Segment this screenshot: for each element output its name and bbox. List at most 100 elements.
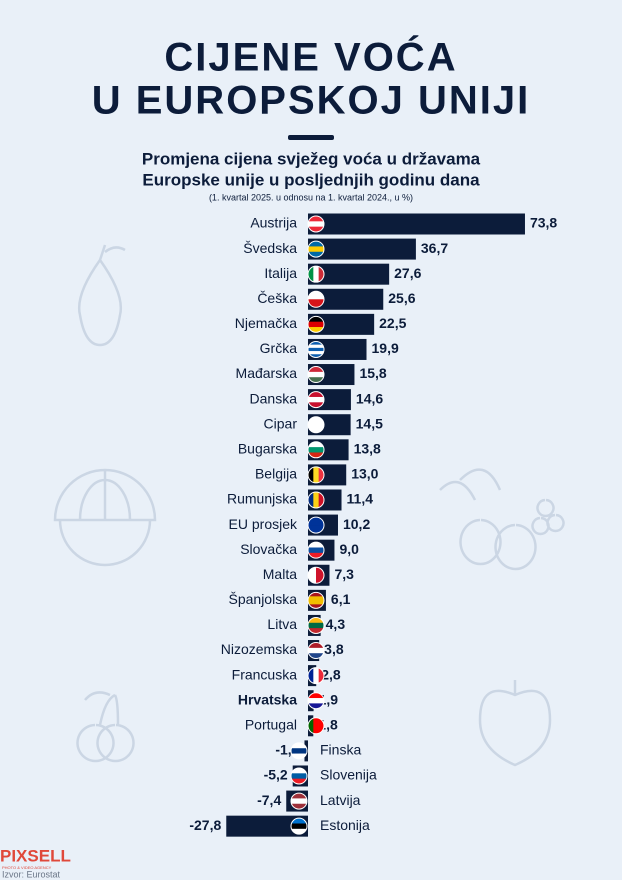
flag — [291, 818, 307, 835]
flag-stripe — [308, 667, 314, 684]
category-label: Estonija — [320, 817, 370, 833]
flag — [308, 441, 324, 459]
flag-stripe — [291, 778, 307, 785]
category-label: Francuska — [232, 666, 298, 682]
subtitle: Europske unije u posljednjih godinu dana — [142, 170, 480, 189]
flag-stripe — [308, 617, 324, 624]
flag-border — [307, 516, 325, 534]
category-label: Španjolska — [229, 591, 298, 607]
flag-border — [307, 416, 325, 434]
value-label: 22,5 — [379, 315, 406, 331]
flag — [308, 391, 324, 408]
flag-border — [307, 642, 325, 660]
category-label: Malta — [263, 566, 297, 582]
flag-stripe — [308, 344, 324, 349]
divider — [288, 135, 334, 140]
flag-border — [307, 366, 325, 384]
flag-border — [307, 491, 325, 509]
flag-border — [290, 792, 308, 810]
value-label: 6,1 — [331, 591, 351, 607]
category-label: Njemačka — [235, 315, 297, 331]
value-label: 4,3 — [326, 616, 346, 632]
flag-border — [307, 391, 325, 409]
flag-stripe — [308, 596, 324, 601]
category-label: Danska — [250, 390, 298, 406]
flag-stripe — [308, 299, 324, 308]
flag — [308, 291, 324, 308]
flag-stripe — [308, 402, 324, 408]
value-label: -27,8 — [189, 817, 221, 833]
bar — [308, 213, 525, 235]
flag-stripe — [308, 246, 324, 253]
flag — [308, 241, 324, 258]
category-label: EU prosjek — [229, 516, 298, 532]
flag — [308, 592, 324, 609]
flag-stripe — [308, 416, 324, 426]
title: U EUROPSKOJ UNIJI — [92, 79, 531, 123]
value-label: 13,0 — [351, 466, 378, 482]
flag — [308, 642, 324, 659]
category-label: Austrija — [250, 215, 297, 231]
flag-stripe — [308, 351, 324, 355]
flag-border — [307, 466, 325, 484]
flag — [308, 491, 325, 508]
flag-stripe — [308, 226, 324, 233]
flag-stripe — [308, 698, 324, 704]
flag-stripe — [308, 321, 324, 328]
flag — [308, 617, 324, 634]
flag-stripe — [291, 742, 307, 749]
value-label: 11,4 — [347, 491, 374, 507]
flag-stripe — [308, 291, 324, 300]
flag-stripe — [316, 567, 325, 584]
flag — [308, 466, 325, 483]
flag-stripe — [291, 773, 307, 779]
value-label: 36,7 — [421, 240, 448, 256]
flag-stripe — [308, 354, 324, 358]
flag-stripe — [308, 396, 324, 403]
category-label: Mađarska — [236, 365, 298, 381]
value-label: 9,0 — [339, 541, 359, 557]
flag-border — [307, 616, 325, 634]
flag-stripe — [313, 491, 319, 508]
flag-stripe — [308, 441, 324, 448]
category-label: Grčka — [260, 340, 298, 356]
flag — [308, 366, 324, 383]
flag — [308, 341, 324, 358]
flag-border — [307, 692, 325, 710]
flag-stripe — [318, 266, 325, 283]
category-label: Latvija — [320, 792, 361, 808]
flag-stripe — [308, 600, 324, 605]
flag-stripe — [308, 341, 324, 345]
category-label: Nizozemska — [221, 641, 297, 657]
flag-border — [307, 591, 325, 609]
flag-stripe — [308, 424, 324, 434]
category-label: Finska — [320, 742, 361, 758]
flag-stripe — [308, 371, 324, 378]
decorations — [53, 244, 565, 767]
category-label: Hrvatska — [238, 691, 297, 707]
category-label: Belgija — [255, 466, 297, 482]
flag-stripe — [291, 793, 307, 799]
category-label: Portugal — [245, 717, 297, 733]
bar — [226, 815, 308, 837]
flag-stripe — [308, 316, 324, 322]
flag-stripe — [308, 692, 324, 699]
flag-stripe — [308, 703, 324, 710]
flag-stripe — [308, 604, 324, 609]
bar — [308, 238, 416, 260]
value-label: 25,6 — [388, 290, 415, 306]
flag — [308, 216, 324, 233]
flag-stripe — [308, 567, 317, 584]
flag-stripe — [313, 466, 319, 483]
flag-stripe — [308, 377, 324, 383]
flag — [308, 266, 325, 283]
value-label: -7,4 — [257, 792, 281, 808]
flag-stripe — [318, 717, 325, 734]
flag-stripe — [308, 653, 324, 659]
value-label: 7,3 — [334, 566, 354, 582]
flag-stripe — [291, 798, 307, 805]
flag-stripe — [318, 466, 325, 483]
flag-stripe — [308, 542, 324, 548]
flag-border — [290, 817, 308, 835]
